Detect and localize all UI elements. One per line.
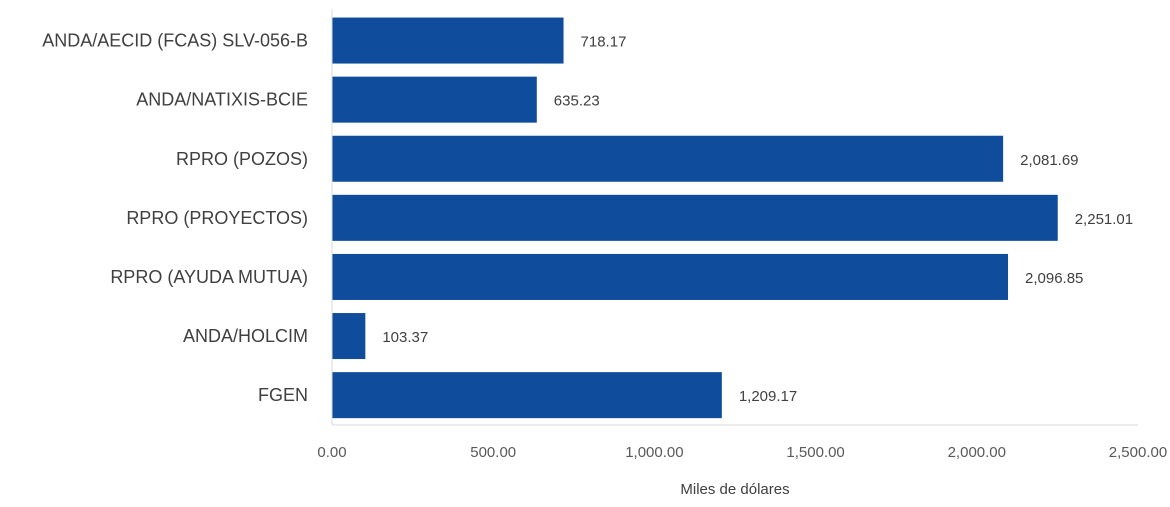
x-tick-label: 0.00 (317, 444, 346, 461)
category-label: ANDA/NATIXIS-BCIE (136, 90, 308, 110)
bar (332, 253, 1009, 300)
data-label: 1,209.17 (739, 388, 797, 405)
data-label: 103.37 (382, 329, 428, 346)
data-label: 718.17 (581, 34, 627, 51)
x-axis-title: Miles de dólares (680, 481, 789, 498)
category-label: ANDA/AECID (FCAS) SLV-056-B (42, 31, 308, 51)
data-label: 2,081.69 (1020, 152, 1078, 169)
category-label: FGEN (258, 385, 308, 405)
x-tick-label: 1,000.00 (625, 444, 683, 461)
labels-layer: ANDA/AECID (FCAS) SLV-056-B 718.17 ANDA/NA… (42, 31, 1133, 406)
bar (332, 194, 1058, 241)
data-label: 2,251.01 (1075, 211, 1133, 228)
bar (332, 76, 537, 123)
category-label: ANDA/HOLCIM (183, 326, 308, 346)
data-label: 2,096.85 (1025, 270, 1083, 287)
bars-layer (332, 17, 1058, 419)
bar (332, 313, 366, 360)
bar (332, 135, 1004, 182)
category-label: RPRO (POZOS) (176, 149, 308, 169)
bar (332, 17, 564, 64)
category-label: RPRO (AYUDA MUTUA) (110, 267, 308, 287)
bar (332, 372, 722, 419)
x-tick-label: 2,000.00 (948, 444, 1006, 461)
x-tick-label: 1,500.00 (786, 444, 844, 461)
x-tick-label: 2,500.00 (1109, 444, 1167, 461)
category-label: RPRO (PROYECTOS) (126, 208, 308, 228)
data-label: 635.23 (554, 93, 600, 110)
x-tick-label: 500.00 (470, 444, 516, 461)
x-ticks-layer: 0.00 500.00 1,000.00 1,500.00 2,000.00 2,500.… (317, 444, 1167, 461)
